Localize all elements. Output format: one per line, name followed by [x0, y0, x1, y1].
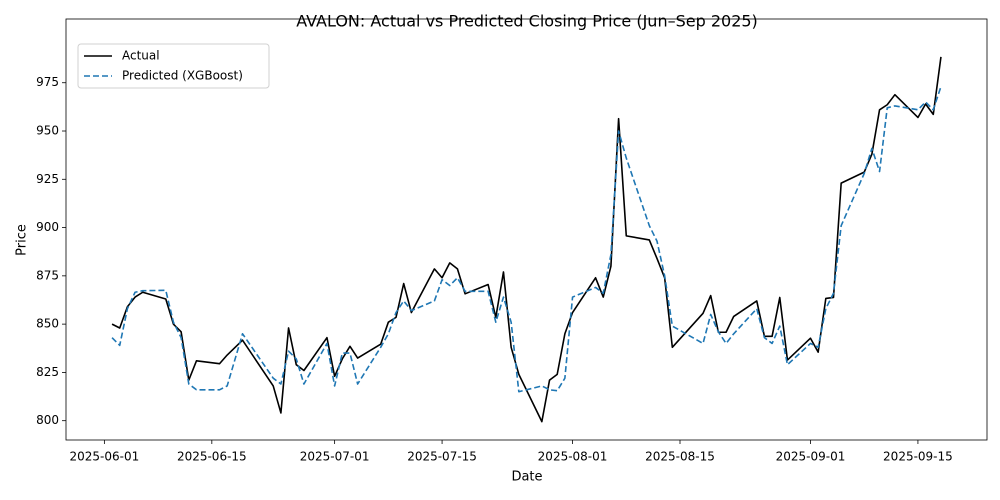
y-tick-label: 825	[36, 365, 59, 379]
legend: Actual Predicted (XGBoost)	[77, 43, 270, 89]
x-tick-label: 2025-06-01	[70, 450, 140, 464]
y-tick-label: 850	[36, 317, 59, 331]
y-tick-label: 925	[36, 172, 59, 186]
series-line	[111, 56, 942, 423]
x-tick-label: 2025-07-01	[300, 450, 370, 464]
plot-frame	[65, 18, 988, 441]
legend-label: Predicted (XGBoost)	[122, 69, 243, 83]
x-tick-label: 2025-09-01	[776, 450, 846, 464]
legend-box	[77, 43, 270, 89]
x-axis-label: Date	[511, 470, 542, 485]
y-axis-label: Price	[15, 224, 30, 256]
y-tick-label: 975	[36, 75, 59, 89]
chart-title: AVALON: Actual vs Predicted Closing Pric…	[296, 12, 758, 31]
y-tick-label: 900	[36, 220, 59, 234]
y-tick-label: 950	[36, 124, 59, 138]
y-tick-label: 875	[36, 268, 59, 282]
x-tick-label: 2025-07-15	[407, 450, 477, 464]
x-tick-label: 2025-06-15	[177, 450, 247, 464]
series-line	[111, 86, 942, 393]
y-tick-label: 800	[36, 413, 59, 427]
x-tick-label: 2025-08-01	[538, 450, 608, 464]
x-tick-label: 2025-08-15	[645, 450, 715, 464]
x-tick-label: 2025-09-15	[883, 450, 953, 464]
legend-label: Actual	[122, 49, 160, 63]
